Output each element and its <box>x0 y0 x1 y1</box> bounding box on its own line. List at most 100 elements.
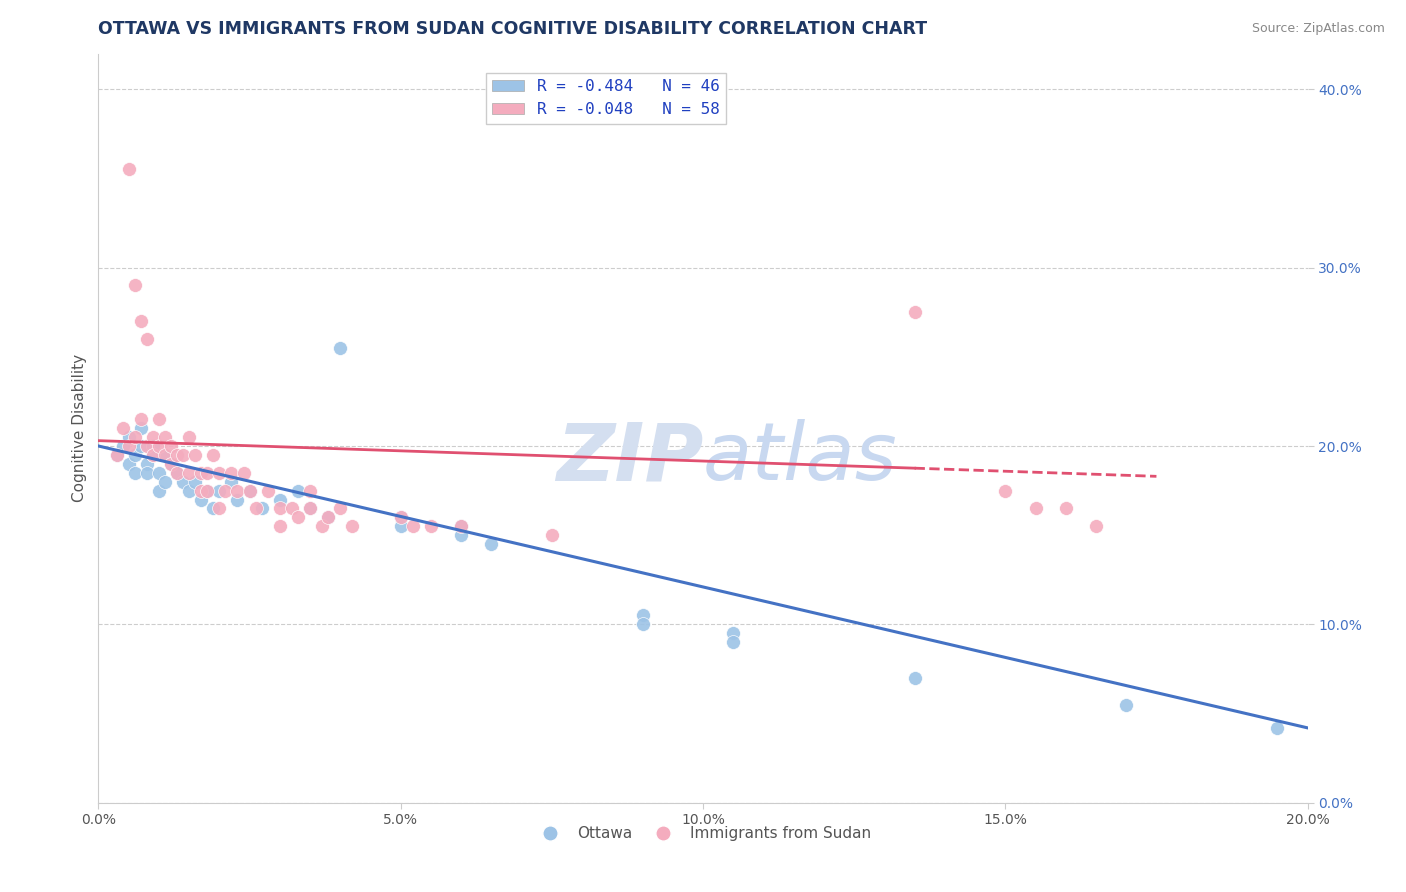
Point <box>129 412 152 426</box>
Point <box>124 466 146 480</box>
Point <box>148 412 170 426</box>
Point <box>389 519 412 533</box>
Point <box>232 466 254 480</box>
Point <box>179 483 201 498</box>
Point <box>226 492 249 507</box>
Point <box>329 341 352 355</box>
Point <box>281 501 304 516</box>
Point <box>226 483 249 498</box>
Point <box>153 475 176 489</box>
Point <box>142 439 165 453</box>
Point <box>904 305 927 319</box>
Point <box>118 457 141 471</box>
Point <box>166 448 188 462</box>
Point <box>208 466 231 480</box>
Point <box>129 421 152 435</box>
Point <box>118 439 141 453</box>
Y-axis label: Cognitive Disability: Cognitive Disability <box>72 354 87 502</box>
Point <box>184 448 207 462</box>
Point <box>1054 501 1077 516</box>
Point <box>172 448 194 462</box>
Point <box>540 528 562 542</box>
Point <box>172 475 194 489</box>
Point <box>402 519 425 533</box>
Point <box>316 510 339 524</box>
Point <box>1085 519 1108 533</box>
Point <box>195 466 218 480</box>
Point <box>135 439 157 453</box>
Point <box>450 519 472 533</box>
Point <box>245 501 267 516</box>
Point <box>269 519 291 533</box>
Point <box>299 501 322 516</box>
Point <box>202 448 225 462</box>
Point <box>329 501 352 516</box>
Point <box>124 278 146 293</box>
Text: ZIP: ZIP <box>555 419 703 497</box>
Legend: Ottawa, Immigrants from Sudan: Ottawa, Immigrants from Sudan <box>529 821 877 847</box>
Text: OTTAWA VS IMMIGRANTS FROM SUDAN COGNITIVE DISABILITY CORRELATION CHART: OTTAWA VS IMMIGRANTS FROM SUDAN COGNITIV… <box>98 21 928 38</box>
Point <box>256 483 278 498</box>
Point <box>221 475 243 489</box>
Point <box>208 483 231 498</box>
Point <box>1024 501 1046 516</box>
Point <box>299 501 322 516</box>
Point <box>195 483 218 498</box>
Point <box>239 483 262 498</box>
Point <box>1115 698 1137 712</box>
Point <box>142 448 165 462</box>
Point <box>184 475 207 489</box>
Point <box>153 448 176 462</box>
Point <box>195 483 218 498</box>
Point <box>994 483 1017 498</box>
Point <box>250 501 273 516</box>
Point <box>389 510 412 524</box>
Point <box>129 439 152 453</box>
Point <box>135 466 157 480</box>
Point <box>142 448 165 462</box>
Point <box>631 617 654 632</box>
Point <box>135 332 157 346</box>
Point <box>153 448 176 462</box>
Point <box>214 483 236 498</box>
Point <box>179 430 201 444</box>
Point <box>160 439 183 453</box>
Point <box>160 457 183 471</box>
Point <box>118 162 141 177</box>
Point <box>287 510 309 524</box>
Point <box>142 430 165 444</box>
Point <box>124 448 146 462</box>
Point <box>179 466 201 480</box>
Point <box>190 483 212 498</box>
Point <box>450 519 472 533</box>
Point <box>190 492 212 507</box>
Point <box>124 430 146 444</box>
Text: atlas: atlas <box>703 419 898 497</box>
Point <box>111 421 134 435</box>
Point <box>111 439 134 453</box>
Point <box>269 492 291 507</box>
Point <box>202 501 225 516</box>
Point <box>105 448 128 462</box>
Point <box>342 519 364 533</box>
Point <box>269 501 291 516</box>
Point <box>118 430 141 444</box>
Point <box>166 466 188 480</box>
Point <box>208 501 231 516</box>
Point <box>1267 721 1289 735</box>
Point <box>723 626 745 640</box>
Point <box>239 483 262 498</box>
Point <box>190 466 212 480</box>
Point <box>481 537 503 551</box>
Text: Source: ZipAtlas.com: Source: ZipAtlas.com <box>1251 22 1385 36</box>
Point <box>148 466 170 480</box>
Point <box>450 528 472 542</box>
Point <box>299 483 322 498</box>
Point <box>148 439 170 453</box>
Point <box>160 457 183 471</box>
Point <box>316 510 339 524</box>
Point <box>904 671 927 685</box>
Point <box>631 608 654 623</box>
Point <box>153 430 176 444</box>
Point <box>311 519 333 533</box>
